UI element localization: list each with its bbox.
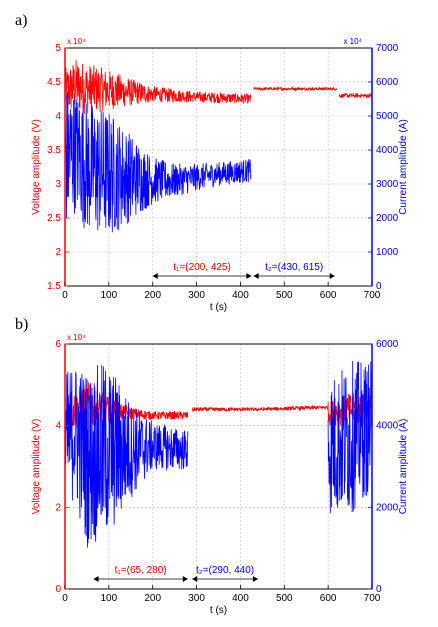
series-segment [253, 85, 338, 92]
series-segment [64, 365, 189, 548]
left-tick-label: 6 [55, 339, 61, 350]
left-tick-label: 0 [55, 584, 61, 595]
x-tick-label: 700 [364, 290, 381, 301]
x-tick-label: 400 [232, 290, 249, 301]
series-voltage [64, 59, 373, 114]
interval-label: t₂=(430, 615) [265, 262, 323, 273]
interval-label: t₁=(65, 280) [115, 565, 167, 576]
series-current [64, 91, 372, 287]
series-current [64, 360, 373, 590]
x-tick-label: 200 [144, 593, 161, 604]
x-tick-label: 100 [101, 593, 118, 604]
x-axis-label: t (s) [210, 302, 227, 313]
left-axis-label: Voltage amplitude (V) [31, 119, 42, 215]
left-tick-label: 4 [55, 111, 61, 122]
x-tick-label: 500 [276, 290, 293, 301]
series-segment [191, 404, 329, 413]
left-tick-label: 3 [55, 179, 61, 190]
panel-label-b: b) [15, 316, 29, 333]
interval-arrow-head-left [192, 576, 198, 582]
chart-panel-a: 0 100 200 300 400 500 600 700 t (s) 1.5 2 2.5 3 3.5 4 4… [31, 37, 409, 313]
x-tick-label: 300 [188, 290, 205, 301]
left-tick-label: 4 [55, 421, 61, 432]
left-tick-label: 2.5 [47, 213, 61, 224]
left-tick-label: 3.5 [47, 145, 61, 156]
interval-arrow-head-right [182, 576, 188, 582]
left-axis-label: Voltage amplitude (V) [31, 419, 42, 515]
right-tick-label: 4000 [376, 421, 399, 432]
interval-arrow-head-left [152, 273, 158, 279]
interval-label: t₂=(290, 440) [196, 565, 254, 576]
interval-arrow-head-right [246, 273, 252, 279]
left-scale-label: x 10⁴ [67, 37, 86, 46]
x-tick-label: 700 [364, 593, 381, 604]
right-scale-label: x 10⁴ [343, 37, 362, 46]
right-tick-label: 6000 [376, 339, 399, 350]
chart-panel-b: 0 100 200 300 400 500 600 700 t (s) 0 2 4 6 0 2000 4000… [31, 333, 409, 616]
series-segment [64, 59, 252, 114]
right-tick-label: 7000 [376, 43, 399, 54]
interval-arrow-head-left [253, 273, 259, 279]
x-tick-label: 300 [188, 593, 205, 604]
series-segment [338, 92, 373, 99]
interval-annotation: t₂=(430, 615) [253, 262, 335, 279]
interval-annotation: t₂=(290, 440) [192, 565, 258, 582]
x-tick-label: 0 [62, 593, 68, 604]
panel-label-a: a) [15, 12, 28, 29]
x-tick-label: 0 [62, 290, 68, 301]
interval-annotation: t₁=(200, 425) [152, 262, 252, 279]
interval-arrow-head-right [252, 576, 258, 582]
left-tick-label: 1.5 [47, 281, 61, 292]
x-tick-label: 500 [276, 593, 293, 604]
series-segment [327, 360, 373, 514]
left-tick-label: 5 [55, 43, 61, 54]
x-tick-label: 400 [232, 593, 249, 604]
x-axis-label: t (s) [210, 605, 227, 616]
left-scale-label: x 10⁴ [67, 333, 86, 342]
x-tick-label: 100 [101, 290, 118, 301]
right-tick-label: 3000 [376, 179, 399, 190]
x-tick-label: 200 [144, 290, 161, 301]
right-tick-label: 2000 [376, 502, 399, 513]
x-tick-label: 600 [320, 593, 337, 604]
x-tick-label: 600 [320, 290, 337, 301]
right-tick-label: 4000 [376, 145, 399, 156]
interval-arrow-head-right [329, 273, 335, 279]
left-tick-label: 4.5 [47, 77, 61, 88]
right-axis-label: Current amplitude (A) [398, 419, 409, 515]
series-segment [64, 91, 252, 233]
left-tick-label: 2 [55, 502, 61, 513]
left-tick-label: 2 [55, 247, 61, 258]
interval-label: t₁=(200, 425) [173, 262, 231, 273]
right-axis-label: Current amplitude (A) [398, 119, 409, 215]
interval-annotation: t₁=(65, 280) [93, 565, 188, 582]
right-tick-label: 5000 [376, 111, 399, 122]
right-tick-label: 2000 [376, 213, 399, 224]
right-tick-label: 6000 [376, 77, 399, 88]
right-tick-label: 0 [376, 281, 382, 292]
interval-arrow-head-left [93, 576, 99, 582]
right-tick-label: 0 [376, 584, 382, 595]
right-tick-label: 1000 [376, 247, 399, 258]
